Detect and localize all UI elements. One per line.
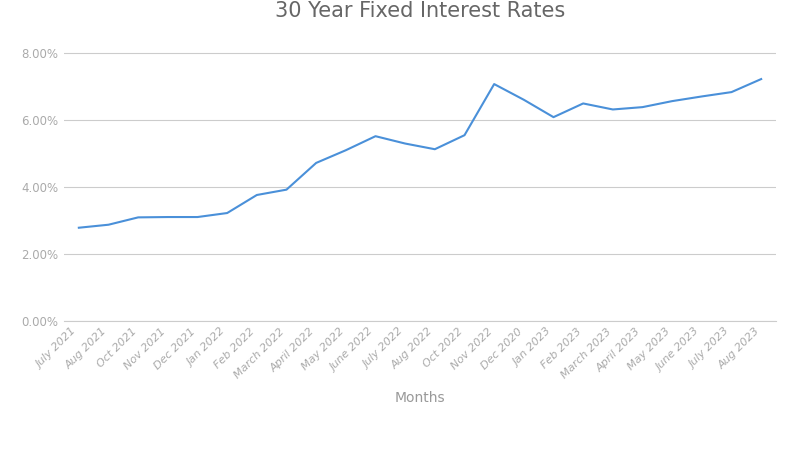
X-axis label: Months: Months xyxy=(394,391,446,405)
Title: 30 Year Fixed Interest Rates: 30 Year Fixed Interest Rates xyxy=(275,1,565,21)
